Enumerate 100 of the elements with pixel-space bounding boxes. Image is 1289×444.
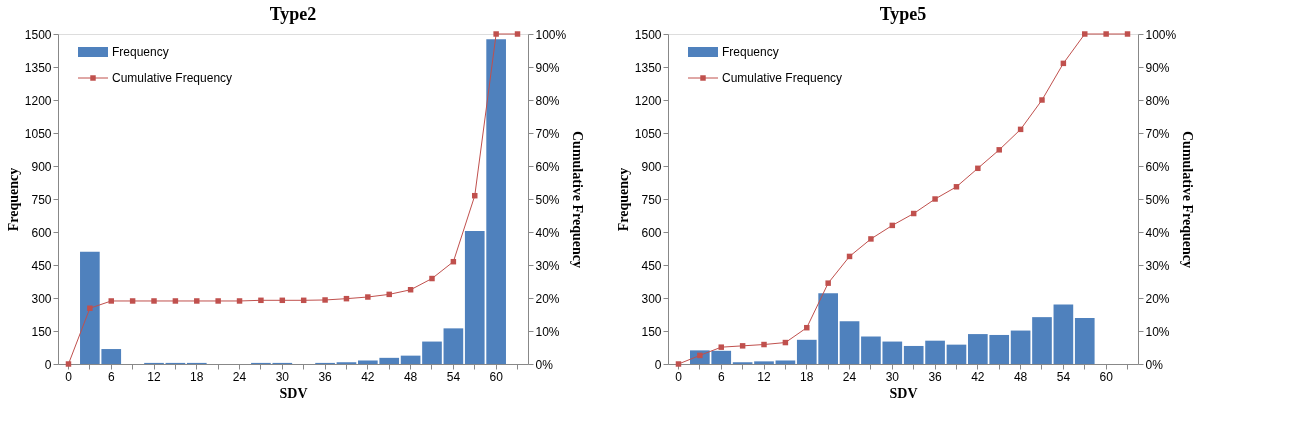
- y-tick-label: 450: [31, 258, 52, 273]
- point: [1082, 31, 1088, 37]
- y-tick-label: 900: [641, 159, 662, 174]
- y-tick-label: 1200: [634, 93, 662, 108]
- point: [215, 298, 221, 304]
- legend-label: Cumulative Frequency: [722, 71, 843, 85]
- x-tick-label: 42: [971, 369, 985, 384]
- y2-tick-label: 20%: [1145, 291, 1170, 306]
- y2-tick-label: 100%: [1145, 27, 1177, 42]
- y2-tick-label: 100%: [535, 27, 567, 42]
- y2-tick-label: 30%: [1145, 258, 1170, 273]
- x-tick-label: 24: [232, 369, 247, 384]
- y2-tick-label: 90%: [1145, 60, 1170, 75]
- y2-tick-label: 10%: [535, 324, 560, 339]
- y2-tick-label: 30%: [535, 258, 560, 273]
- y-tick-label: 1350: [634, 60, 662, 75]
- point: [953, 184, 960, 190]
- x-tick-label: 0: [65, 369, 73, 384]
- x-tick-label: 54: [1056, 369, 1071, 384]
- y2-tick-label: 0%: [1145, 357, 1164, 372]
- point: [258, 297, 264, 304]
- point: [825, 280, 831, 286]
- y-tick-label: 1500: [24, 27, 52, 42]
- x-tick-label: 54: [446, 369, 461, 384]
- point: [718, 344, 724, 350]
- point: [172, 298, 179, 304]
- y2-axis-title: Cumulative Frequency: [570, 130, 586, 269]
- point: [1039, 97, 1045, 103]
- point: [1103, 31, 1109, 37]
- x-tick-label: 30: [275, 369, 290, 384]
- bar: [754, 361, 774, 364]
- y-tick-label: 450: [641, 258, 662, 273]
- y-tick-label: 900: [31, 159, 52, 174]
- y2-axis-title: Cumulative Frequency: [1180, 130, 1196, 269]
- point: [322, 297, 328, 303]
- bar: [1010, 330, 1031, 364]
- x-tick-label: 36: [928, 369, 943, 384]
- y-tick-label: 0: [654, 357, 662, 372]
- point: [386, 291, 392, 298]
- y2-tick-label: 80%: [1145, 93, 1170, 108]
- y-tick-label: 1500: [634, 27, 662, 42]
- x-tick-label: 12: [147, 369, 161, 384]
- x-tick-label: 30: [885, 369, 900, 384]
- chart-title: Type5: [879, 4, 927, 24]
- x-tick-label: 18: [190, 369, 204, 384]
- x-tick-label: 18: [800, 369, 814, 384]
- x-tick-label: 48: [1013, 369, 1028, 384]
- chart-title: Type2: [269, 4, 317, 24]
- y2-tick-label: 0%: [535, 357, 554, 372]
- bar: [400, 355, 421, 364]
- bar: [1053, 304, 1074, 364]
- y-tick-label: 150: [31, 324, 52, 339]
- y-tick-label: 0: [44, 357, 52, 372]
- point: [996, 147, 1002, 153]
- y2-tick-label: 50%: [535, 192, 560, 207]
- x-tick-label: 24: [842, 369, 857, 384]
- point: [932, 196, 938, 202]
- y-axis-title: Frequency: [5, 167, 21, 232]
- legend-label: Frequency: [112, 45, 169, 59]
- x-tick-label: 0: [675, 369, 683, 384]
- y-tick-label: 600: [31, 225, 52, 240]
- bar: [422, 341, 442, 364]
- y2-tick-label: 70%: [1145, 126, 1170, 141]
- y-tick-label: 150: [641, 324, 662, 339]
- y-tick-label: 750: [641, 192, 662, 207]
- y-tick-label: 600: [641, 225, 662, 240]
- point: [87, 305, 93, 311]
- point: [975, 165, 981, 172]
- point: [429, 275, 435, 282]
- point: [365, 294, 371, 300]
- y-axis-title: Frequency: [615, 167, 631, 232]
- bar: [946, 344, 967, 364]
- legend-label: Cumulative Frequency: [112, 71, 233, 85]
- bar: [775, 360, 796, 364]
- x-tick-label: 12: [757, 369, 771, 384]
- y2-tick-label: 10%: [1145, 324, 1170, 339]
- bar: [839, 321, 860, 364]
- y-tick-label: 1050: [24, 126, 52, 141]
- y2-tick-label: 60%: [535, 159, 560, 174]
- x-tick-label: 48: [403, 369, 418, 384]
- point: [761, 341, 767, 348]
- point: [804, 324, 810, 331]
- y2-tick-label: 40%: [535, 225, 560, 240]
- x-axis-title: SDV: [889, 385, 918, 401]
- y2-tick-label: 80%: [535, 93, 560, 108]
- x-tick-label: 60: [489, 369, 504, 384]
- point: [108, 298, 114, 304]
- point: [514, 31, 521, 37]
- bar: [1032, 317, 1052, 364]
- y2-tick-label: 40%: [1145, 225, 1170, 240]
- bar: [443, 328, 464, 364]
- legend-label: Frequency: [722, 45, 779, 59]
- x-tick-label: 60: [1099, 369, 1114, 384]
- y2-tick-label: 20%: [535, 291, 560, 306]
- x-tick-label: 36: [318, 369, 333, 384]
- y-tick-label: 1050: [634, 126, 662, 141]
- y2-tick-label: 90%: [535, 60, 560, 75]
- point: [868, 236, 874, 242]
- y2-tick-label: 50%: [1145, 192, 1170, 207]
- x-tick-label: 6: [107, 369, 115, 384]
